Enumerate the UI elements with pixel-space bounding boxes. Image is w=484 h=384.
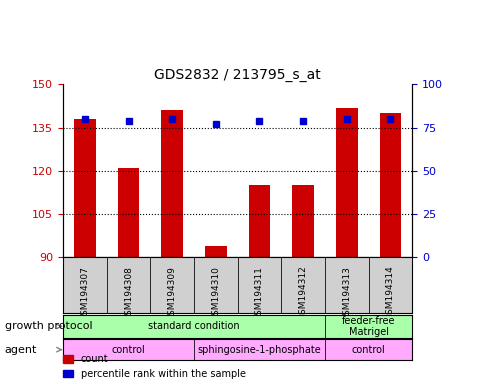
Bar — [74, 119, 95, 257]
Bar — [161, 111, 182, 257]
FancyBboxPatch shape — [63, 339, 194, 360]
Text: GSM194308: GSM194308 — [124, 266, 133, 321]
Text: control: control — [351, 344, 385, 355]
FancyBboxPatch shape — [63, 315, 324, 338]
Text: feeder-free
Matrigel: feeder-free Matrigel — [341, 316, 394, 337]
Text: control: control — [111, 344, 145, 355]
FancyBboxPatch shape — [194, 339, 324, 360]
Text: GSM194309: GSM194309 — [167, 266, 176, 321]
Text: agent: agent — [5, 344, 37, 355]
Text: GSM194310: GSM194310 — [211, 266, 220, 321]
FancyBboxPatch shape — [63, 257, 106, 313]
Legend: count, percentile rank within the sample: count, percentile rank within the sample — [63, 354, 245, 379]
Title: GDS2832 / 213795_s_at: GDS2832 / 213795_s_at — [154, 68, 320, 82]
Bar — [248, 185, 270, 257]
FancyBboxPatch shape — [237, 257, 281, 313]
Text: GSM194313: GSM194313 — [342, 266, 350, 321]
Text: GSM194311: GSM194311 — [255, 266, 263, 321]
FancyBboxPatch shape — [150, 257, 194, 313]
Bar — [335, 108, 357, 257]
FancyBboxPatch shape — [281, 257, 324, 313]
FancyBboxPatch shape — [106, 257, 150, 313]
FancyBboxPatch shape — [324, 339, 411, 360]
Bar — [378, 113, 400, 257]
FancyBboxPatch shape — [324, 315, 411, 338]
Text: sphingosine-1-phosphate: sphingosine-1-phosphate — [197, 344, 321, 355]
Text: GSM194314: GSM194314 — [385, 266, 394, 320]
Text: GSM194312: GSM194312 — [298, 266, 307, 320]
Bar — [291, 185, 313, 257]
FancyBboxPatch shape — [194, 257, 237, 313]
Text: GSM194307: GSM194307 — [80, 266, 89, 321]
Text: growth protocol: growth protocol — [5, 321, 92, 331]
FancyBboxPatch shape — [324, 257, 368, 313]
Text: standard condition: standard condition — [148, 321, 239, 331]
Bar — [204, 246, 226, 257]
FancyBboxPatch shape — [368, 257, 411, 313]
Bar — [117, 168, 139, 257]
